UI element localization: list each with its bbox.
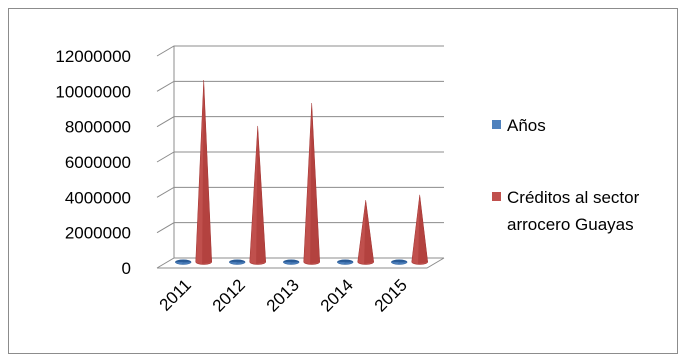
y-tick-label: 10000000	[55, 82, 131, 101]
cone-creditos-2013	[303, 102, 320, 265]
x-tick-label: 2011	[156, 275, 195, 314]
legend-item: Créditos al sector arrocero Guayas	[492, 188, 640, 234]
cone-anos-2014	[336, 259, 354, 265]
x-tick-label: 2015	[371, 275, 411, 315]
legend-label: arrocero Guayas	[507, 215, 634, 234]
cone-shading	[310, 103, 320, 264]
legend-label: Años	[507, 116, 546, 135]
cone-shading	[256, 125, 266, 264]
cone-anos-2013	[282, 259, 300, 265]
cone-shading	[181, 261, 192, 264]
cone-shading	[364, 200, 374, 264]
cone-anos-2011	[174, 259, 192, 265]
legend-swatch	[492, 120, 501, 129]
cone-shading	[235, 261, 246, 264]
y-tick-label: 0	[122, 259, 131, 278]
cone-shading	[202, 80, 212, 265]
legend-item: Años	[492, 116, 546, 135]
y-tick-label: 12000000	[55, 47, 131, 66]
cone-creditos-2014	[357, 200, 374, 265]
legend: Años Créditos al sector arrocero Guayas	[492, 116, 640, 234]
chart-frame	[8, 8, 678, 354]
gridline	[156, 45, 444, 57]
y-axis-tick-labels: 12000000 10000000 8000000 6000000 4000000 200…	[55, 47, 131, 278]
legend-swatch	[492, 192, 501, 201]
gridline	[156, 80, 444, 92]
cone-shading	[418, 194, 428, 264]
floor-front-edge	[157, 257, 445, 269]
cone-creditos-2015	[411, 194, 428, 265]
gridlines	[156, 45, 445, 269]
x-tick-label: 2014	[317, 275, 357, 315]
cone-anos-2015	[390, 259, 408, 265]
y-tick-label: 4000000	[65, 188, 131, 207]
cone-creditos-2011	[195, 80, 212, 265]
y-tick-label: 6000000	[65, 153, 131, 172]
cone-shading	[397, 261, 408, 264]
legend-label: Créditos al sector	[507, 188, 640, 207]
x-axis-tick-labels: 2011 2012 2013 2014 2015	[156, 275, 411, 315]
y-tick-label: 8000000	[65, 118, 131, 137]
x-tick-label: 2013	[263, 275, 303, 315]
cone-shading	[343, 261, 354, 264]
gridline	[156, 116, 444, 128]
cone-anos-2012	[228, 259, 246, 265]
cone-creditos-2012	[249, 125, 266, 265]
cone-shading	[289, 261, 300, 264]
x-tick-label: 2012	[209, 275, 249, 315]
y-tick-label: 2000000	[65, 224, 131, 243]
cone-series	[174, 80, 428, 265]
